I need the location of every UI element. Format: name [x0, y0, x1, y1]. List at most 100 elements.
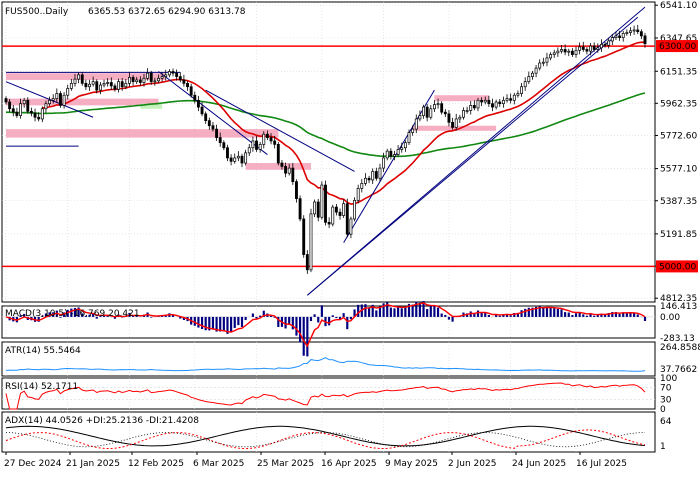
candle-body: [73, 78, 77, 84]
candle-body: [164, 74, 168, 77]
price-zone: [245, 163, 311, 170]
candle-body: [618, 35, 622, 38]
candle-body: [371, 171, 375, 181]
candle-body: [113, 85, 117, 90]
candle-body: [432, 104, 436, 110]
trend-line: [205, 89, 355, 172]
adx-panel: [1, 411, 656, 453]
candle-body: [465, 110, 469, 112]
candle-body: [229, 157, 233, 162]
candle-body: [476, 99, 480, 109]
y-tick-label: 6541.10: [660, 1, 697, 11]
candle-body: [454, 118, 458, 128]
candle-body: [581, 46, 585, 50]
atr-label: ATR(14) 55.5464: [5, 346, 81, 356]
price-zone: [434, 95, 489, 102]
candle-body: [360, 183, 364, 189]
y-tick-label: 4812.35: [660, 294, 697, 304]
y-tick-label: 5577.10: [660, 165, 697, 175]
candle-body: [66, 88, 70, 96]
candle-body: [443, 111, 447, 115]
price-zone: [6, 129, 279, 138]
candle-body: [88, 83, 91, 88]
price-zone: [6, 73, 166, 80]
candle-body: [186, 83, 189, 88]
candle-body: [222, 142, 226, 149]
candle-body: [509, 98, 513, 101]
candle-body: [269, 137, 273, 142]
candle-body: [610, 37, 614, 42]
candle-body: [302, 218, 306, 255]
candle-body: [316, 201, 320, 218]
candle-body: [189, 86, 193, 96]
candle-body: [334, 206, 338, 213]
candle-body: [429, 108, 433, 118]
candle-body: [639, 31, 643, 37]
candle-body: [55, 93, 59, 99]
candle-body: [578, 46, 582, 51]
candle-body: [182, 79, 186, 84]
candle-body: [196, 99, 200, 108]
level-label: 5000.00: [659, 262, 696, 272]
candle-body: [258, 144, 262, 150]
candle-body: [632, 29, 636, 32]
candle-body: [273, 140, 277, 145]
candle-body: [59, 93, 62, 106]
candle-body: [128, 77, 131, 84]
candle-body: [393, 154, 396, 157]
candle-body: [15, 111, 19, 116]
macd-y-tick: 146.413: [660, 302, 697, 312]
candle-body: [356, 188, 360, 201]
candle-body: [313, 201, 317, 215]
candle-body: [324, 184, 327, 223]
rsi-label: RSI(14) 52.1711: [5, 382, 78, 392]
candle-body: [342, 203, 346, 216]
candle-body: [436, 103, 440, 106]
candle-body: [178, 76, 182, 81]
candle-body: [22, 99, 26, 105]
candle-body: [120, 81, 124, 88]
candle-body: [80, 74, 84, 84]
candle-body: [440, 103, 444, 113]
candle-body: [516, 93, 520, 96]
x-tick-label: 24 Jun 2025: [512, 459, 566, 469]
candle-body: [385, 150, 389, 159]
candle-body: [84, 83, 88, 88]
candle-body: [26, 99, 30, 112]
ma-green-line: [5, 92, 646, 158]
candle-body: [204, 113, 208, 121]
candle-body: [596, 47, 600, 50]
x-tick-label: 21 Jan 2025: [66, 459, 120, 469]
candle-body: [494, 101, 498, 108]
candle-body: [91, 81, 95, 85]
adx-label: ADX(14) 44.0526 +DI:25.2136 -DI:21.4208: [5, 416, 199, 426]
candle-body: [44, 103, 48, 110]
candle-body: [523, 81, 527, 88]
candle-body: [389, 150, 393, 157]
candle-body: [215, 128, 219, 138]
candle-body: [505, 98, 509, 101]
y-tick-label: 6347.65: [660, 34, 697, 44]
candle-body: [295, 181, 298, 199]
candle-body: [131, 77, 135, 83]
candle-body: [167, 71, 171, 76]
candle-body: [483, 99, 487, 103]
candle-body: [327, 221, 331, 225]
ma-red-line: [42, 41, 646, 205]
candle-body: [175, 72, 179, 77]
candle-body: [625, 32, 629, 34]
x-tick-label: 16 Jul 2025: [576, 459, 627, 469]
candle-body: [207, 120, 211, 127]
level-label-box: [656, 40, 698, 53]
candle-body: [149, 72, 153, 83]
candle-body: [458, 116, 462, 120]
candle-body: [407, 132, 411, 144]
x-tick-label: 2 Jun 2025: [448, 459, 496, 469]
price-zone: [6, 98, 159, 106]
candle-body: [607, 40, 611, 46]
candle-body: [538, 62, 542, 69]
candle-body: [480, 99, 484, 103]
candle-body: [160, 76, 164, 79]
x-tick-label: 16 Apr 2025: [321, 459, 377, 469]
